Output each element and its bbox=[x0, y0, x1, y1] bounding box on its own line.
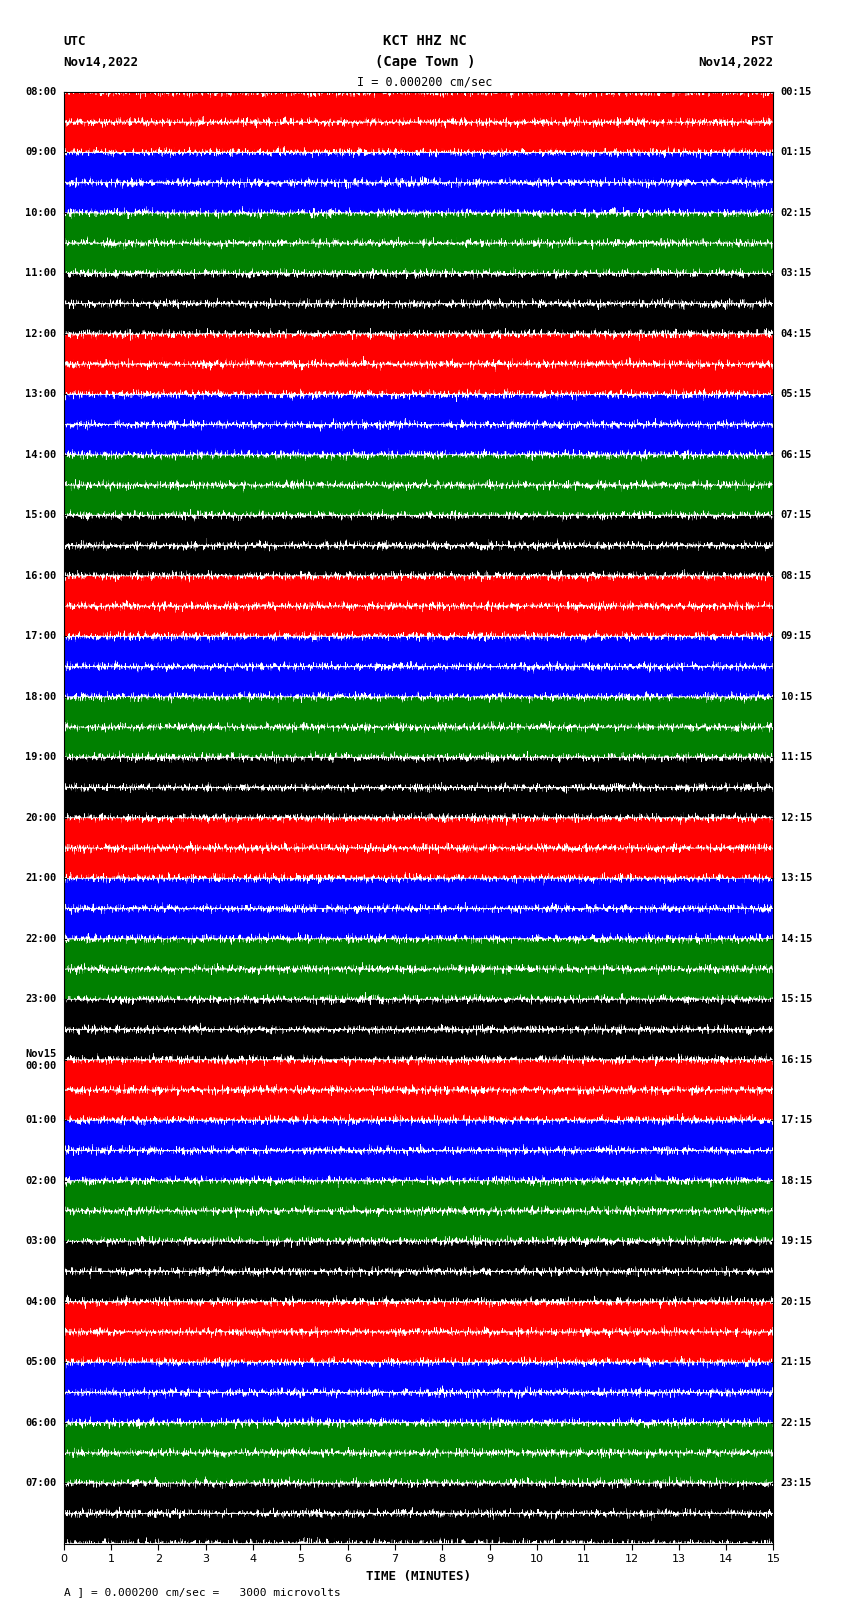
Text: 08:00: 08:00 bbox=[26, 87, 57, 97]
Text: 21:00: 21:00 bbox=[26, 873, 57, 884]
Text: 11:15: 11:15 bbox=[780, 752, 812, 763]
Text: 18:15: 18:15 bbox=[780, 1176, 812, 1186]
Text: KCT HHZ NC: KCT HHZ NC bbox=[383, 34, 467, 48]
Text: I = 0.000200 cm/sec: I = 0.000200 cm/sec bbox=[357, 76, 493, 89]
Text: 09:00: 09:00 bbox=[26, 147, 57, 158]
Text: UTC: UTC bbox=[64, 35, 86, 48]
Text: 05:00: 05:00 bbox=[26, 1357, 57, 1368]
Text: 14:00: 14:00 bbox=[26, 450, 57, 460]
Text: 09:15: 09:15 bbox=[780, 631, 812, 642]
Text: 17:00: 17:00 bbox=[26, 631, 57, 642]
Text: 10:00: 10:00 bbox=[26, 208, 57, 218]
Text: 22:15: 22:15 bbox=[780, 1418, 812, 1428]
Text: 22:00: 22:00 bbox=[26, 934, 57, 944]
Text: 02:15: 02:15 bbox=[780, 208, 812, 218]
Text: 13:15: 13:15 bbox=[780, 873, 812, 884]
Text: 20:00: 20:00 bbox=[26, 813, 57, 823]
Text: 06:00: 06:00 bbox=[26, 1418, 57, 1428]
Text: 08:15: 08:15 bbox=[780, 571, 812, 581]
Text: 10:15: 10:15 bbox=[780, 692, 812, 702]
Text: Nov14,2022: Nov14,2022 bbox=[64, 56, 139, 69]
Text: 07:00: 07:00 bbox=[26, 1478, 57, 1489]
Text: 07:15: 07:15 bbox=[780, 510, 812, 521]
Text: 18:00: 18:00 bbox=[26, 692, 57, 702]
Text: 12:00: 12:00 bbox=[26, 329, 57, 339]
Text: 04:00: 04:00 bbox=[26, 1297, 57, 1307]
Text: Nov14,2022: Nov14,2022 bbox=[699, 56, 774, 69]
Text: 14:15: 14:15 bbox=[780, 934, 812, 944]
Text: 01:00: 01:00 bbox=[26, 1115, 57, 1126]
Text: 19:00: 19:00 bbox=[26, 752, 57, 763]
Text: 00:15: 00:15 bbox=[780, 87, 812, 97]
Text: 20:15: 20:15 bbox=[780, 1297, 812, 1307]
Text: 17:15: 17:15 bbox=[780, 1115, 812, 1126]
Text: A ] = 0.000200 cm/sec =   3000 microvolts: A ] = 0.000200 cm/sec = 3000 microvolts bbox=[64, 1587, 341, 1597]
Text: 16:15: 16:15 bbox=[780, 1055, 812, 1065]
Text: 15:00: 15:00 bbox=[26, 510, 57, 521]
Text: 12:15: 12:15 bbox=[780, 813, 812, 823]
Text: 23:15: 23:15 bbox=[780, 1478, 812, 1489]
Text: (Cape Town ): (Cape Town ) bbox=[375, 55, 475, 69]
Text: 01:15: 01:15 bbox=[780, 147, 812, 158]
Text: 21:15: 21:15 bbox=[780, 1357, 812, 1368]
Text: 11:00: 11:00 bbox=[26, 268, 57, 279]
Text: 06:15: 06:15 bbox=[780, 450, 812, 460]
X-axis label: TIME (MINUTES): TIME (MINUTES) bbox=[366, 1569, 471, 1582]
Text: 03:15: 03:15 bbox=[780, 268, 812, 279]
Text: 15:15: 15:15 bbox=[780, 994, 812, 1005]
Text: 04:15: 04:15 bbox=[780, 329, 812, 339]
Text: 05:15: 05:15 bbox=[780, 389, 812, 400]
Text: 19:15: 19:15 bbox=[780, 1236, 812, 1247]
Text: PST: PST bbox=[751, 35, 774, 48]
Text: 13:00: 13:00 bbox=[26, 389, 57, 400]
Text: Nov15
00:00: Nov15 00:00 bbox=[26, 1048, 57, 1071]
Text: 02:00: 02:00 bbox=[26, 1176, 57, 1186]
Text: 03:00: 03:00 bbox=[26, 1236, 57, 1247]
Text: 23:00: 23:00 bbox=[26, 994, 57, 1005]
Text: 16:00: 16:00 bbox=[26, 571, 57, 581]
